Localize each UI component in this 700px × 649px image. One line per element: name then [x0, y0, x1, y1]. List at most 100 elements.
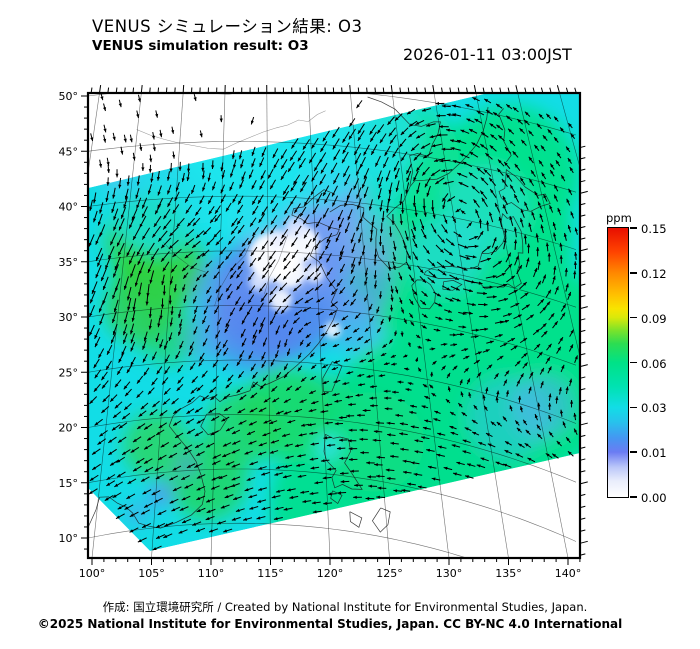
- wind-arrow: [456, 172, 468, 178]
- wind-arrow: [232, 193, 238, 203]
- wind-arrow: [460, 391, 464, 398]
- wind-arrow: [181, 495, 191, 501]
- wind-arrow: [368, 199, 373, 211]
- wind-arrow: [472, 96, 480, 102]
- wind-arrow: [449, 354, 456, 358]
- wind-arrow: [390, 294, 394, 302]
- wind-arrow: [467, 244, 479, 248]
- wind-arrow: [392, 147, 399, 158]
- wind-arrow: [315, 217, 322, 228]
- wind-arrow: [466, 302, 477, 307]
- wind-arrow: [445, 318, 454, 322]
- wind-arrow: [445, 297, 454, 302]
- wind-arrow: [433, 418, 441, 422]
- wind-arrow: [519, 177, 526, 185]
- wind-arrow: [459, 255, 471, 260]
- wind-arrow: [238, 420, 247, 425]
- wind-arrow: [401, 202, 405, 214]
- wind-arrow: [312, 510, 322, 514]
- wind-arrow: [514, 255, 519, 266]
- wind-arrow: [205, 515, 215, 521]
- wind-arrow: [169, 475, 179, 481]
- wind-arrow: [122, 333, 128, 344]
- wind-arrow: [210, 485, 220, 490]
- wind-arrow: [282, 184, 290, 196]
- wind-arrow: [155, 429, 165, 436]
- wind-arrow: [172, 442, 182, 448]
- wind-arrow: [231, 516, 241, 521]
- wind-arrow: [248, 494, 258, 499]
- wind-arrow: [322, 130, 330, 142]
- wind-arrow: [160, 441, 170, 448]
- wind-arrow: [399, 213, 403, 225]
- wind-arrow: [434, 410, 441, 414]
- wind-arrow: [101, 405, 110, 414]
- coastline-path: [498, 169, 551, 212]
- wind-arrow: [520, 292, 529, 299]
- wind-arrow: [482, 285, 494, 289]
- coastline-path: [371, 507, 391, 533]
- wind-arrow: [259, 383, 266, 390]
- wind-arrow: [294, 386, 302, 392]
- wind-arrow: [98, 159, 103, 168]
- right-axis-tick: [579, 540, 588, 544]
- wind-arrow: [402, 239, 407, 250]
- wind-arrow: [216, 520, 227, 525]
- wind-arrow: [365, 351, 373, 356]
- wind-arrow: [252, 371, 258, 379]
- wind-arrow: [260, 317, 266, 327]
- wind-arrow: [353, 144, 361, 156]
- top-axis-tick: [140, 84, 143, 94]
- wind-arrow: [270, 194, 277, 205]
- wind-arrow: [205, 286, 212, 295]
- wind-arrow: [392, 261, 396, 271]
- wind-arrow: [450, 285, 460, 291]
- wind-arrow: [93, 192, 97, 204]
- wind-arrow: [262, 262, 270, 272]
- wind-arrow: [202, 338, 208, 347]
- wind-arrow: [224, 494, 234, 499]
- wind-arrow: [241, 237, 249, 247]
- wind-arrow: [141, 227, 151, 240]
- wind-arrow: [135, 457, 145, 464]
- wind-arrow: [361, 245, 366, 256]
- wind-arrow: [486, 220, 490, 232]
- wind-arrow: [146, 434, 156, 441]
- wind-arrow: [169, 226, 179, 237]
- wind-arrow: [441, 193, 449, 202]
- wind-arrow: [496, 283, 508, 288]
- wind-arrow: [331, 323, 339, 328]
- wind-arrow: [97, 438, 107, 445]
- wind-arrow: [432, 360, 437, 366]
- wind-arrow: [231, 150, 235, 160]
- wind-arrow: [553, 232, 557, 241]
- coastline-path: [322, 361, 343, 392]
- wind-arrow: [514, 323, 523, 329]
- wind-arrow: [533, 267, 538, 278]
- wind-arrow: [557, 207, 562, 216]
- wind-arrow: [553, 265, 557, 275]
- wind-arrow: [112, 492, 122, 499]
- wind-arrow: [222, 442, 232, 447]
- top-axis-tick: [515, 85, 519, 94]
- wind-arrow: [328, 279, 336, 287]
- wind-arrow: [161, 377, 169, 385]
- wind-arrow: [538, 113, 544, 120]
- wind-arrow: [451, 297, 461, 302]
- wind-arrow: [464, 427, 472, 432]
- wind-arrow: [357, 123, 365, 135]
- wind-arrow: [552, 222, 557, 231]
- wind-arrow: [519, 373, 525, 380]
- wind-arrow: [342, 142, 350, 154]
- wind-arrow: [556, 346, 562, 354]
- wind-arrow: [136, 423, 146, 430]
- wind-arrow: [421, 108, 432, 112]
- wind-arrow: [118, 218, 125, 231]
- wind-arrow: [353, 495, 362, 499]
- wind-arrow: [159, 129, 163, 138]
- wind-arrow: [155, 473, 165, 480]
- wind-arrow: [548, 414, 552, 422]
- wind-arrow: [335, 231, 341, 243]
- wind-arrow: [118, 177, 122, 189]
- wind-arrow: [275, 372, 282, 379]
